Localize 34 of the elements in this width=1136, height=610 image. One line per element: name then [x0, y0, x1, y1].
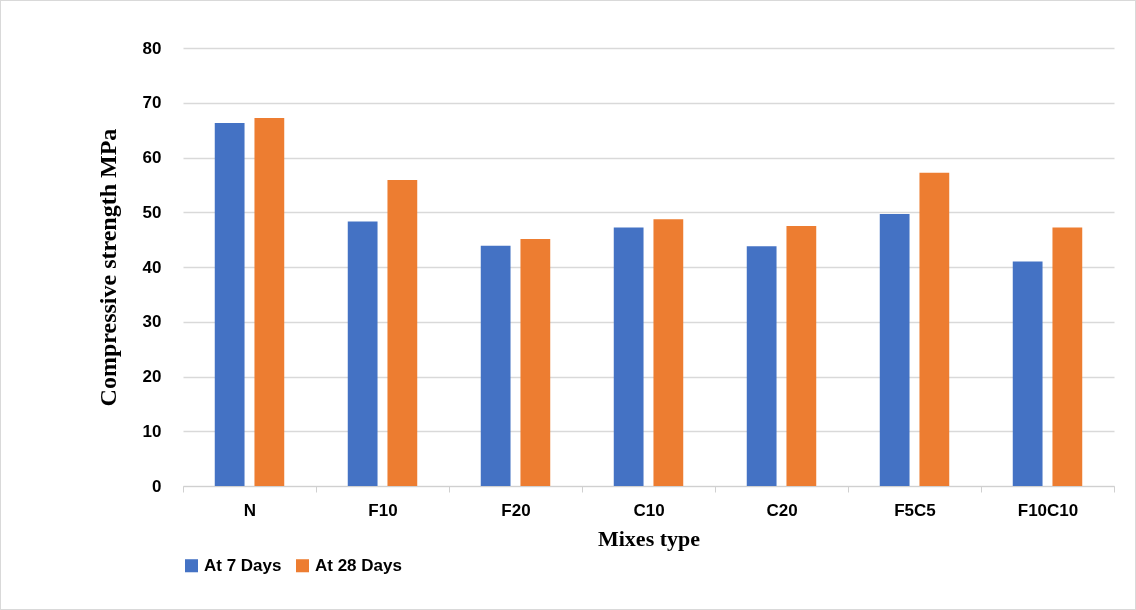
bar [520, 239, 551, 486]
bar [480, 245, 511, 486]
legend-label: At 7 Days [204, 555, 282, 575]
bar [786, 225, 817, 486]
y-axis-title: Compressive strength MPa [94, 128, 121, 407]
y-tick-label: 20 [142, 367, 162, 386]
y-tick-label: 70 [142, 93, 162, 113]
x-tick-label: C10 [633, 500, 665, 520]
bar [1012, 261, 1043, 486]
y-tick-label: 50 [142, 202, 162, 222]
y-tick-label: 10 [142, 421, 162, 441]
x-tick-label: C20 [766, 500, 798, 520]
bar [387, 179, 418, 486]
y-tick-label: 0 [152, 476, 162, 496]
x-tick-label: F20 [501, 500, 531, 520]
x-tick-label: F5C5 [894, 500, 936, 520]
y-tick-label: 30 [142, 312, 162, 332]
legend-label: At 28 Days [315, 555, 402, 575]
y-tick-label: 40 [142, 257, 162, 277]
bar [879, 213, 910, 486]
bar [254, 118, 285, 486]
x-tick-label: F10C10 [1017, 500, 1079, 520]
bar [919, 172, 950, 486]
x-tick-label: N [243, 500, 257, 520]
x-axis-title: Mixes type [597, 525, 701, 551]
bar [347, 221, 378, 486]
x-tick-label: F10 [368, 500, 398, 520]
y-tick-label: 60 [142, 148, 162, 167]
bar [1052, 227, 1083, 486]
bar [653, 219, 684, 486]
bar [214, 123, 245, 486]
bar [613, 227, 644, 486]
y-tick-label: 80 [142, 38, 162, 58]
bar [746, 246, 777, 486]
